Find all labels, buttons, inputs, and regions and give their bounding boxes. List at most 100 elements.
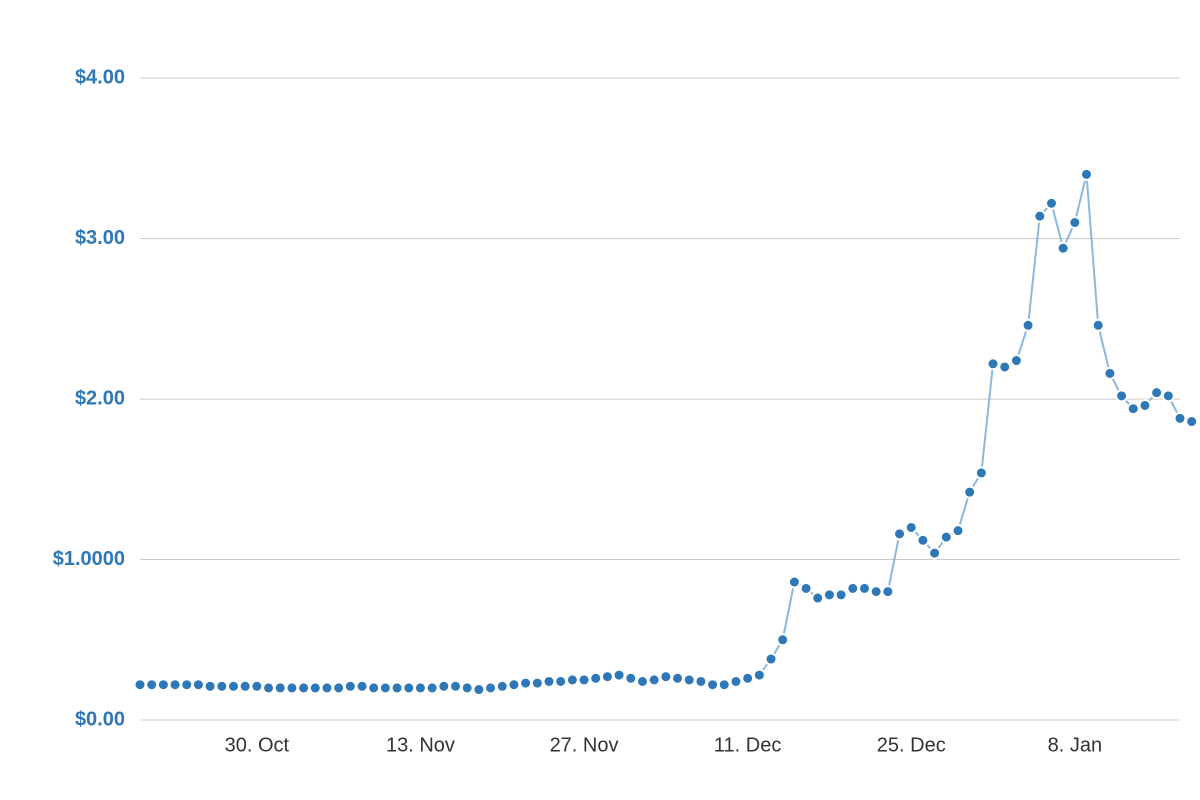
y-tick-label: $3.00: [75, 227, 125, 249]
x-tick-label: 27. Nov: [550, 735, 619, 757]
data-point: [999, 361, 1010, 372]
y-tick-label: $0.00: [75, 708, 125, 730]
data-point: [719, 679, 730, 690]
data-point: [1139, 400, 1150, 411]
data-point: [730, 676, 741, 687]
data-point: [567, 674, 578, 685]
data-point: [637, 676, 648, 687]
data-point: [205, 681, 216, 692]
data-point: [894, 528, 905, 539]
data-point: [707, 679, 718, 690]
data-point: [695, 676, 706, 687]
data-point: [193, 679, 204, 690]
data-point: [520, 678, 531, 689]
data-point: [403, 682, 414, 693]
data-point: [766, 654, 777, 665]
data-point: [555, 676, 566, 687]
data-point: [871, 586, 882, 597]
data-point: [298, 682, 309, 693]
data-point: [847, 583, 858, 594]
data-point: [941, 532, 952, 543]
data-point: [579, 674, 590, 685]
data-point: [1081, 169, 1092, 180]
data-point: [660, 671, 671, 682]
data-point: [228, 681, 239, 692]
data-point: [1093, 320, 1104, 331]
data-point: [1058, 243, 1069, 254]
data-point: [824, 589, 835, 600]
data-point: [882, 586, 893, 597]
data-point: [1128, 403, 1139, 414]
data-point: [485, 682, 496, 693]
data-point: [170, 679, 181, 690]
data-point: [310, 682, 321, 693]
data-point: [625, 673, 636, 684]
data-point: [1034, 211, 1045, 222]
data-point: [1011, 355, 1022, 366]
data-point: [801, 583, 812, 594]
data-point: [672, 673, 683, 684]
data-point: [917, 535, 928, 546]
data-point: [812, 593, 823, 604]
x-tick-label: 11. Dec: [714, 735, 781, 757]
data-point: [1175, 413, 1186, 424]
data-point: [392, 682, 403, 693]
data-point: [286, 682, 297, 693]
data-point: [532, 678, 543, 689]
data-point: [590, 673, 601, 684]
y-tick-label: $1.0000: [53, 548, 125, 570]
data-point: [508, 679, 519, 690]
data-point: [146, 679, 157, 690]
data-point: [427, 682, 438, 693]
data-point: [906, 522, 917, 533]
data-point: [543, 676, 554, 687]
x-tick-label: 30. Oct: [225, 735, 290, 757]
data-point: [1069, 217, 1080, 228]
y-tick-label: $2.00: [75, 387, 125, 409]
data-point: [216, 681, 227, 692]
data-point: [263, 682, 274, 693]
x-tick-label: 13. Nov: [386, 735, 455, 757]
data-point: [777, 634, 788, 645]
data-point: [649, 674, 660, 685]
data-point: [836, 589, 847, 600]
data-point: [1186, 416, 1197, 427]
data-point: [929, 548, 940, 559]
data-point: [240, 681, 251, 692]
data-point: [321, 682, 332, 693]
data-point: [158, 679, 169, 690]
y-tick-label: $4.00: [75, 66, 125, 88]
data-point: [181, 679, 192, 690]
data-point: [357, 681, 368, 692]
data-point: [1116, 390, 1127, 401]
data-point: [1151, 387, 1162, 398]
data-point: [462, 682, 473, 693]
data-point: [1163, 390, 1174, 401]
data-point: [952, 525, 963, 536]
data-point: [614, 670, 625, 681]
x-tick-label: 25. Dec: [877, 735, 946, 757]
data-point: [333, 682, 344, 693]
data-point: [1046, 198, 1057, 209]
data-point: [1104, 368, 1115, 379]
data-point: [754, 670, 765, 681]
data-point: [251, 681, 262, 692]
data-point: [135, 679, 146, 690]
data-point: [789, 577, 800, 588]
x-tick-label: 8. Jan: [1048, 735, 1102, 757]
data-point: [438, 681, 449, 692]
data-point: [602, 671, 613, 682]
data-point: [275, 682, 286, 693]
data-point: [497, 681, 508, 692]
data-point: [742, 673, 753, 684]
data-point: [380, 682, 391, 693]
price-line-chart: $0.00 $1.0000 $2.00 $3.00 $4.00 30. Oct 13. No…: [0, 0, 1200, 800]
data-point: [976, 467, 987, 478]
data-point: [450, 681, 461, 692]
data-point: [1023, 320, 1034, 331]
data-point: [859, 583, 870, 594]
data-point: [368, 682, 379, 693]
data-point: [473, 684, 484, 695]
data-point: [684, 674, 695, 685]
data-point: [964, 487, 975, 498]
